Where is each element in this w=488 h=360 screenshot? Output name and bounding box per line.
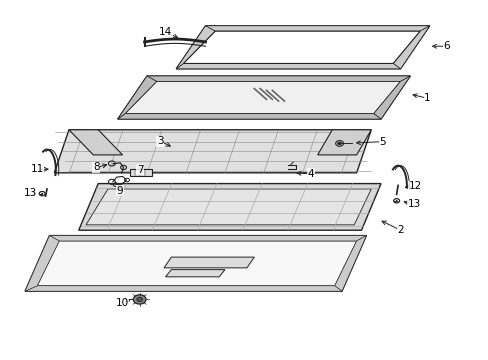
- Polygon shape: [176, 26, 429, 69]
- Polygon shape: [37, 241, 356, 286]
- Text: 12: 12: [407, 181, 421, 191]
- FancyBboxPatch shape: [130, 168, 152, 176]
- Polygon shape: [147, 76, 409, 81]
- Polygon shape: [317, 130, 370, 155]
- Polygon shape: [176, 63, 400, 69]
- Text: 14: 14: [159, 27, 172, 37]
- Polygon shape: [49, 235, 366, 241]
- Polygon shape: [163, 257, 254, 268]
- Polygon shape: [125, 81, 400, 114]
- Polygon shape: [86, 189, 370, 225]
- Circle shape: [41, 193, 43, 194]
- Text: 9: 9: [117, 186, 123, 196]
- Text: 7: 7: [137, 165, 143, 175]
- Text: 8: 8: [93, 162, 100, 172]
- Text: 13: 13: [24, 188, 38, 198]
- Polygon shape: [79, 184, 380, 230]
- Text: 13: 13: [407, 199, 420, 210]
- Polygon shape: [25, 286, 341, 291]
- Circle shape: [133, 295, 146, 304]
- Polygon shape: [25, 235, 59, 291]
- Circle shape: [395, 200, 397, 202]
- Polygon shape: [54, 130, 370, 173]
- Text: 5: 5: [379, 137, 386, 147]
- Polygon shape: [183, 31, 419, 63]
- Polygon shape: [334, 235, 366, 291]
- Text: 10: 10: [115, 298, 128, 308]
- Text: 4: 4: [307, 169, 313, 179]
- Polygon shape: [165, 270, 224, 277]
- Circle shape: [137, 297, 142, 302]
- Polygon shape: [118, 114, 380, 119]
- Polygon shape: [373, 76, 409, 119]
- Text: 3: 3: [157, 136, 163, 146]
- Polygon shape: [118, 76, 157, 119]
- Polygon shape: [69, 130, 122, 155]
- Text: 11: 11: [31, 164, 44, 174]
- Polygon shape: [118, 76, 409, 119]
- Text: 1: 1: [423, 93, 430, 103]
- Polygon shape: [25, 235, 366, 291]
- Text: 6: 6: [443, 41, 449, 51]
- Polygon shape: [176, 26, 215, 69]
- Circle shape: [337, 142, 341, 145]
- Text: 2: 2: [396, 225, 403, 235]
- Polygon shape: [392, 26, 429, 69]
- Polygon shape: [205, 26, 429, 31]
